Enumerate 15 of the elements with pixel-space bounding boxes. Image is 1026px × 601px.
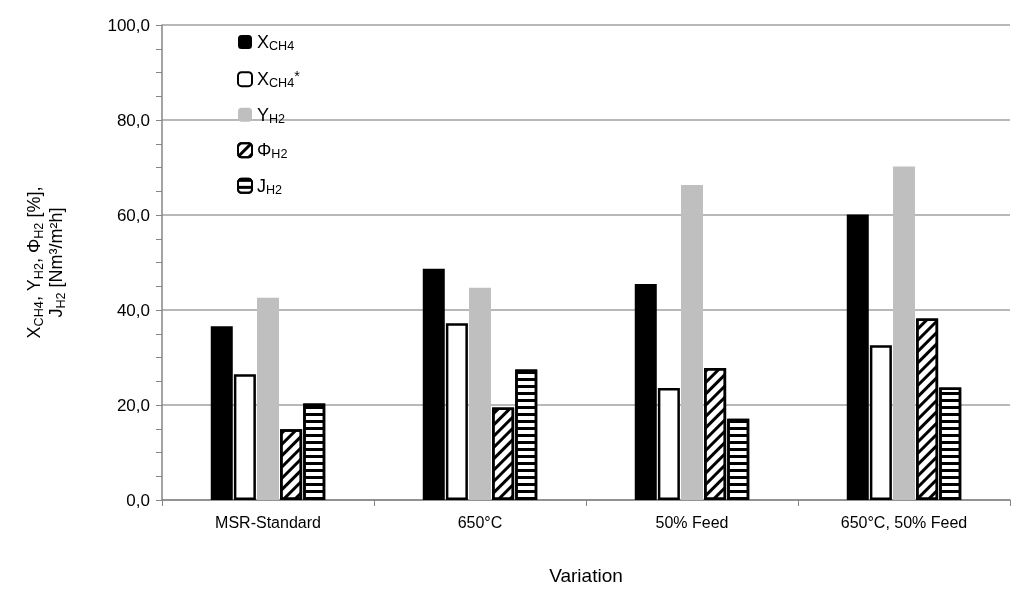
bar — [256, 297, 280, 500]
bar — [680, 185, 704, 500]
bar — [468, 287, 492, 500]
y-tick-label: 80,0 — [116, 110, 150, 130]
y-tick-label: 40,0 — [116, 300, 150, 320]
y-tick-label: 0,0 — [126, 490, 150, 510]
x-tick-label: 50% Feed — [655, 513, 729, 531]
x-tick-label: 650°C — [457, 513, 503, 531]
y-tick-label: 60,0 — [116, 205, 150, 225]
y-tick-label: 20,0 — [116, 395, 150, 415]
x-tick-label: MSR-Standard — [215, 513, 321, 531]
x-axis-title: Variation — [549, 565, 623, 586]
x-tick-label: 650°C, 50% Feed — [840, 513, 968, 531]
bar — [892, 166, 916, 500]
y-tick-label: 100,0 — [107, 15, 150, 35]
